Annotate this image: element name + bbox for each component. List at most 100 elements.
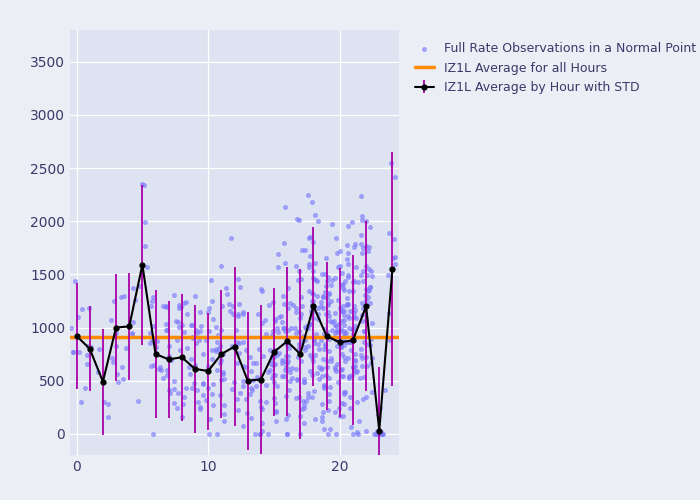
Full Rate Observations in a Normal Point	[279, 324, 290, 332]
Full Rate Observations in a Normal Point	[382, 271, 393, 279]
Full Rate Observations in a Normal Point	[258, 352, 269, 360]
Full Rate Observations in a Normal Point	[290, 329, 302, 337]
Full Rate Observations in a Normal Point	[188, 334, 199, 342]
Full Rate Observations in a Normal Point	[189, 292, 200, 300]
Full Rate Observations in a Normal Point	[346, 326, 358, 334]
Full Rate Observations in a Normal Point	[206, 355, 218, 363]
Full Rate Observations in a Normal Point	[358, 266, 369, 274]
Full Rate Observations in a Normal Point	[267, 361, 279, 369]
Full Rate Observations in a Normal Point	[232, 310, 244, 318]
Full Rate Observations in a Normal Point	[111, 342, 122, 350]
Full Rate Observations in a Normal Point	[216, 262, 227, 270]
Full Rate Observations in a Normal Point	[340, 329, 351, 337]
Full Rate Observations in a Normal Point	[304, 252, 316, 260]
Full Rate Observations in a Normal Point	[358, 338, 370, 346]
Full Rate Observations in a Normal Point	[294, 216, 305, 224]
Full Rate Observations in a Normal Point	[238, 338, 249, 346]
Full Rate Observations in a Normal Point	[308, 338, 319, 346]
Full Rate Observations in a Normal Point	[241, 394, 252, 402]
Full Rate Observations in a Normal Point	[326, 276, 337, 283]
Full Rate Observations in a Normal Point	[360, 286, 372, 294]
Full Rate Observations in a Normal Point	[324, 397, 335, 405]
Full Rate Observations in a Normal Point	[334, 304, 345, 312]
Full Rate Observations in a Normal Point	[337, 399, 348, 407]
Full Rate Observations in a Normal Point	[308, 275, 319, 283]
Full Rate Observations in a Normal Point	[322, 406, 333, 414]
Full Rate Observations in a Normal Point	[316, 414, 328, 422]
Full Rate Observations in a Normal Point	[331, 342, 342, 349]
Full Rate Observations in a Normal Point	[340, 358, 351, 366]
Full Rate Observations in a Normal Point	[152, 337, 163, 345]
Full Rate Observations in a Normal Point	[244, 390, 256, 398]
Full Rate Observations in a Normal Point	[356, 362, 368, 370]
Full Rate Observations in a Normal Point	[360, 218, 372, 226]
Full Rate Observations in a Normal Point	[308, 386, 319, 394]
Full Rate Observations in a Normal Point	[300, 336, 311, 344]
Full Rate Observations in a Normal Point	[337, 280, 349, 288]
Full Rate Observations in a Normal Point	[364, 243, 375, 251]
Full Rate Observations in a Normal Point	[321, 328, 332, 336]
Full Rate Observations in a Normal Point	[314, 376, 325, 384]
Full Rate Observations in a Normal Point	[277, 324, 288, 332]
Full Rate Observations in a Normal Point	[311, 369, 322, 377]
Full Rate Observations in a Normal Point	[309, 414, 320, 422]
Full Rate Observations in a Normal Point	[271, 408, 282, 416]
Full Rate Observations in a Normal Point	[253, 376, 264, 384]
Full Rate Observations in a Normal Point	[342, 254, 353, 262]
Full Rate Observations in a Normal Point	[108, 297, 120, 305]
Full Rate Observations in a Normal Point	[190, 326, 202, 334]
Full Rate Observations in a Normal Point	[237, 310, 248, 318]
Full Rate Observations in a Normal Point	[277, 318, 288, 326]
Full Rate Observations in a Normal Point	[280, 363, 291, 371]
Full Rate Observations in a Normal Point	[279, 259, 290, 267]
Full Rate Observations in a Normal Point	[376, 430, 387, 438]
Full Rate Observations in a Normal Point	[298, 334, 309, 342]
Full Rate Observations in a Normal Point	[231, 358, 242, 366]
Full Rate Observations in a Normal Point	[333, 404, 344, 412]
Full Rate Observations in a Normal Point	[370, 430, 382, 438]
Full Rate Observations in a Normal Point	[264, 302, 275, 310]
Full Rate Observations in a Normal Point	[368, 430, 379, 438]
Full Rate Observations in a Normal Point	[332, 378, 344, 386]
Full Rate Observations in a Normal Point	[218, 410, 230, 418]
Full Rate Observations in a Normal Point	[180, 384, 191, 392]
Full Rate Observations in a Normal Point	[177, 400, 188, 408]
Full Rate Observations in a Normal Point	[338, 400, 349, 408]
Full Rate Observations in a Normal Point	[176, 413, 188, 421]
Full Rate Observations in a Normal Point	[186, 356, 197, 364]
Full Rate Observations in a Normal Point	[160, 302, 172, 310]
Full Rate Observations in a Normal Point	[282, 304, 293, 312]
Full Rate Observations in a Normal Point	[161, 366, 172, 374]
Full Rate Observations in a Normal Point	[366, 336, 377, 344]
Full Rate Observations in a Normal Point	[270, 408, 281, 416]
Full Rate Observations in a Normal Point	[207, 316, 218, 324]
Full Rate Observations in a Normal Point	[187, 321, 198, 329]
Full Rate Observations in a Normal Point	[304, 320, 316, 328]
Full Rate Observations in a Normal Point	[329, 362, 340, 370]
Full Rate Observations in a Normal Point	[321, 356, 332, 364]
Full Rate Observations in a Normal Point	[226, 342, 237, 349]
Full Rate Observations in a Normal Point	[300, 346, 311, 354]
Full Rate Observations in a Normal Point	[316, 270, 328, 278]
Full Rate Observations in a Normal Point	[185, 370, 196, 378]
Full Rate Observations in a Normal Point	[389, 253, 400, 261]
Full Rate Observations in a Normal Point	[355, 231, 366, 239]
Full Rate Observations in a Normal Point	[217, 350, 228, 358]
Full Rate Observations in a Normal Point	[230, 326, 241, 334]
Full Rate Observations in a Normal Point	[184, 363, 195, 371]
Full Rate Observations in a Normal Point	[286, 364, 297, 372]
Full Rate Observations in a Normal Point	[145, 362, 156, 370]
Full Rate Observations in a Normal Point	[148, 430, 159, 438]
Full Rate Observations in a Normal Point	[281, 342, 292, 349]
Full Rate Observations in a Normal Point	[329, 366, 340, 374]
Full Rate Observations in a Normal Point	[250, 430, 261, 438]
Full Rate Observations in a Normal Point	[93, 345, 104, 353]
Full Rate Observations in a Normal Point	[80, 384, 91, 392]
Full Rate Observations in a Normal Point	[322, 308, 333, 316]
Full Rate Observations in a Normal Point	[211, 346, 222, 354]
Full Rate Observations in a Normal Point	[372, 428, 383, 436]
Full Rate Observations in a Normal Point	[337, 412, 349, 420]
Full Rate Observations in a Normal Point	[270, 371, 281, 379]
Full Rate Observations in a Normal Point	[195, 328, 206, 336]
Full Rate Observations in a Normal Point	[136, 180, 148, 188]
